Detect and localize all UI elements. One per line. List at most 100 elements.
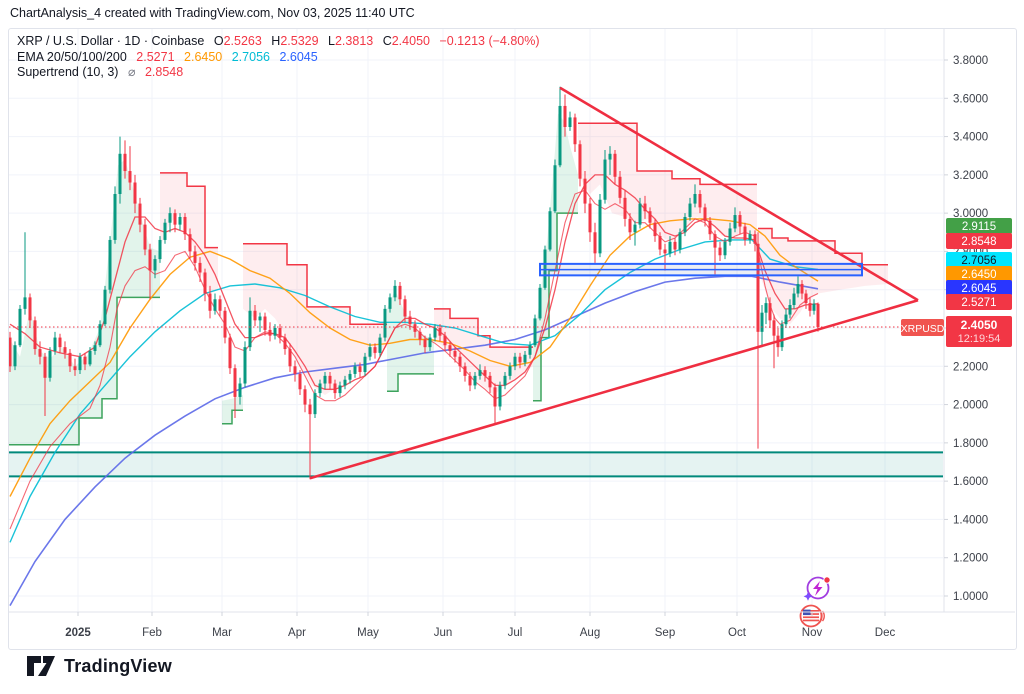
- candle-body: [812, 303, 816, 311]
- price-tick-label: 3.4000: [953, 132, 988, 144]
- candle-body: [233, 368, 237, 397]
- candle-body: [263, 316, 267, 330]
- svg-text:12:19:54: 12:19:54: [958, 333, 1001, 345]
- candle-body: [583, 178, 587, 204]
- candle-body: [418, 331, 422, 340]
- candle-body: [523, 354, 527, 363]
- candle-body: [518, 356, 522, 363]
- candle-body: [804, 293, 808, 304]
- candle-body: [373, 347, 377, 353]
- candle-body: [153, 259, 157, 271]
- svg-text:2.9115: 2.9115: [962, 221, 996, 233]
- month-label: Sep: [655, 627, 675, 639]
- candle-body: [9, 337, 12, 367]
- candle-body: [53, 337, 57, 351]
- candle-body: [448, 345, 452, 351]
- candle-body: [113, 194, 117, 240]
- candle-body: [598, 199, 602, 254]
- candle-body: [498, 385, 502, 407]
- candle-body: [333, 383, 337, 394]
- candle-body: [508, 366, 512, 376]
- svg-text:2.8548: 2.8548: [961, 236, 996, 248]
- axis-badge: 2.9115: [946, 218, 1012, 234]
- candle-body: [478, 370, 482, 376]
- candle-body: [428, 337, 432, 348]
- legend-ema-row[interactable]: EMA 20/50/100/200 2.5271 2.6450 2.7056 2…: [17, 50, 540, 66]
- candle-body: [503, 375, 507, 386]
- candle-body: [328, 375, 332, 384]
- legend-supertrend-row[interactable]: Supertrend (10, 3) ⌀ 2.8548: [17, 65, 540, 81]
- candle-body: [568, 117, 572, 127]
- svg-text:2.6450: 2.6450: [961, 269, 996, 281]
- candle-body: [243, 347, 247, 384]
- price-tick-label: 3.6000: [953, 93, 988, 105]
- candle-body: [123, 153, 127, 172]
- candle-body: [792, 293, 796, 306]
- candle-body: [623, 197, 627, 219]
- price-tick-label: 3.8000: [953, 55, 988, 67]
- supertrend-fill: [434, 308, 533, 395]
- candle-body: [533, 318, 537, 346]
- candle-body: [343, 379, 347, 386]
- tradingview-logo-icon: [27, 656, 55, 676]
- price-tick-label: 1.8000: [953, 438, 988, 450]
- close-value: 2.4050: [391, 34, 430, 48]
- change-value: −0.1213 (−4.80%): [439, 34, 540, 48]
- candle-body: [423, 339, 427, 348]
- ema-label: EMA 20/50/100/200: [17, 49, 127, 64]
- candle-body: [788, 305, 792, 315]
- month-label: Jun: [434, 627, 453, 639]
- candle-body: [728, 228, 732, 242]
- candle-body: [358, 366, 362, 373]
- candle-body: [383, 308, 387, 338]
- candle-body: [718, 247, 722, 256]
- candle-body: [733, 215, 737, 229]
- month-label: Mar: [212, 627, 232, 639]
- month-label: Feb: [142, 627, 162, 639]
- supertrend-fill: [533, 113, 578, 401]
- price-tick-label: 1.4000: [953, 514, 988, 526]
- open-value: 2.5263: [223, 34, 262, 48]
- us-flag-event-icon[interactable]: [799, 604, 825, 628]
- candle-body: [138, 203, 142, 225]
- svg-text:2.6045: 2.6045: [961, 283, 996, 295]
- candle-body: [63, 347, 67, 353]
- candle-body: [193, 251, 197, 263]
- candle-body: [163, 222, 167, 240]
- candle-body: [553, 165, 557, 212]
- candle-body: [633, 224, 637, 233]
- candle-body: [18, 308, 22, 346]
- month-label: May: [357, 627, 379, 639]
- candle-body: [68, 352, 72, 367]
- candle-body: [443, 335, 447, 346]
- supertrend-fill: [243, 243, 387, 395]
- month-label: Nov: [802, 627, 823, 639]
- month-label: Oct: [728, 627, 747, 639]
- candle-body: [78, 356, 82, 371]
- chart-legend: XRP / U.S. Dollar · 1D · Coinbase O2.526…: [17, 34, 540, 81]
- candle-body: [784, 314, 788, 325]
- candle-body: [403, 299, 407, 317]
- candle-body: [83, 356, 87, 365]
- price-tick-label: 1.6000: [953, 476, 988, 488]
- supertrend-line: [243, 243, 387, 325]
- candle-body: [756, 243, 760, 332]
- lightning-event-icon[interactable]: [803, 576, 831, 601]
- candle-body: [93, 345, 97, 351]
- legend-symbol-row[interactable]: XRP / U.S. Dollar · 1D · Coinbase O2.526…: [17, 34, 540, 50]
- candle-body: [288, 349, 292, 367]
- candle-body: [658, 236, 662, 250]
- tradingview-logo[interactable]: TradingView: [26, 653, 172, 679]
- candle-body: [88, 350, 92, 365]
- price-tick-label: 3.0000: [953, 208, 988, 220]
- low-label: L: [328, 34, 335, 48]
- candle-body: [413, 324, 417, 332]
- candle-body: [693, 194, 697, 204]
- price-axis[interactable]: 1.0000 1.2000 1.4000 1.6000 1.8000 2.0000 2.20…: [901, 55, 1012, 603]
- tradingview-logo-text: TradingView: [64, 655, 172, 676]
- time-axis[interactable]: 2025 Feb Mar Apr May Jun Jul Aug Sep Oct Nov Dec: [65, 612, 895, 639]
- plot-area: [9, 29, 943, 612]
- candle-body: [796, 283, 800, 294]
